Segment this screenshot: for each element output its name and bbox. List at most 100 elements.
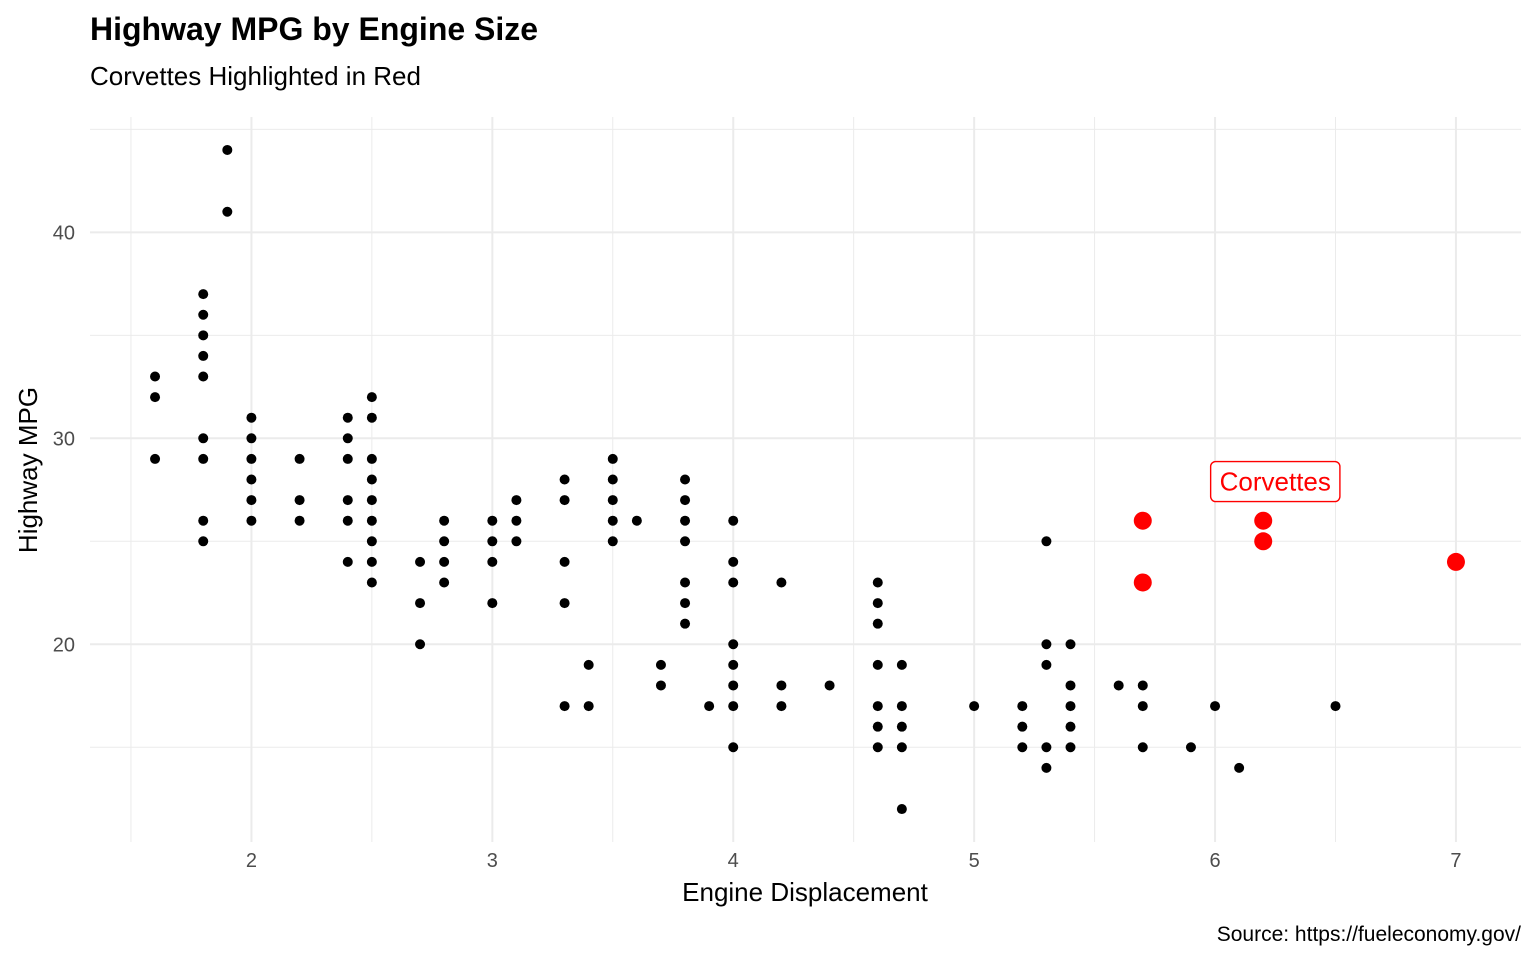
annotation-layer: Corvettes xyxy=(1209,460,1341,503)
data-point xyxy=(198,350,209,361)
x-tick-label: 4 xyxy=(728,850,739,872)
data-point xyxy=(246,412,257,423)
data-point xyxy=(680,474,691,485)
data-point xyxy=(1065,721,1076,732)
data-point xyxy=(1041,742,1052,753)
data-point xyxy=(728,742,739,753)
data-point xyxy=(150,453,161,464)
y-axis-title: Highway MPG xyxy=(13,387,43,553)
x-tick-label: 5 xyxy=(969,850,980,872)
x-tick-label: 6 xyxy=(1209,850,1220,872)
data-point xyxy=(1041,659,1052,670)
data-point xyxy=(1017,742,1028,753)
data-point xyxy=(342,556,353,567)
data-point xyxy=(631,515,642,526)
data-point xyxy=(872,721,883,732)
data-point xyxy=(655,659,666,670)
axis-ticks: 2 3 4 5 6 7 20 30 40 xyxy=(53,222,1462,872)
data-points xyxy=(150,144,1465,815)
chart-title: Highway MPG by Engine Size xyxy=(90,11,538,47)
data-point xyxy=(969,701,980,712)
data-point xyxy=(342,412,353,423)
data-point xyxy=(1137,680,1148,691)
data-point xyxy=(607,515,618,526)
data-point xyxy=(728,556,739,567)
data-point xyxy=(1041,536,1052,547)
source-caption: Source: https://fueleconomy.gov/ xyxy=(1217,923,1521,946)
data-point xyxy=(1017,721,1028,732)
data-point xyxy=(439,536,450,547)
data-point xyxy=(246,474,257,485)
data-point xyxy=(1017,701,1028,712)
data-point xyxy=(150,392,161,403)
data-point xyxy=(872,598,883,609)
data-point xyxy=(1065,680,1076,691)
data-point xyxy=(1113,680,1124,691)
data-point xyxy=(583,659,594,670)
corvette-point xyxy=(1133,573,1152,592)
grid-lines xyxy=(90,117,1521,842)
corvette-point xyxy=(1254,532,1273,551)
data-point xyxy=(680,577,691,588)
data-point xyxy=(366,412,377,423)
data-point xyxy=(294,453,305,464)
data-point xyxy=(198,371,209,382)
data-point xyxy=(198,515,209,526)
data-point xyxy=(1234,762,1245,773)
data-point xyxy=(198,453,209,464)
data-point xyxy=(1137,742,1148,753)
data-point xyxy=(872,577,883,588)
x-tick-label: 2 xyxy=(246,850,257,872)
data-point xyxy=(198,289,209,300)
data-point xyxy=(896,701,907,712)
x-axis-title: Engine Displacement xyxy=(682,877,928,907)
data-point xyxy=(607,495,618,506)
corvette-point xyxy=(1446,552,1465,571)
data-point xyxy=(1210,701,1221,712)
data-point xyxy=(872,618,883,629)
data-point xyxy=(872,659,883,670)
data-point xyxy=(680,598,691,609)
data-point xyxy=(728,701,739,712)
data-point xyxy=(872,701,883,712)
data-point xyxy=(776,701,787,712)
data-point xyxy=(896,659,907,670)
data-point xyxy=(1137,701,1148,712)
data-point xyxy=(655,680,666,691)
data-point xyxy=(487,598,498,609)
y-tick-label: 30 xyxy=(53,428,75,450)
data-point xyxy=(366,453,377,464)
chart-subtitle: Corvettes Highlighted in Red xyxy=(90,61,421,91)
data-point xyxy=(680,536,691,547)
annotation-box xyxy=(1209,460,1341,503)
data-point xyxy=(1065,639,1076,650)
data-point xyxy=(1330,701,1341,712)
data-point xyxy=(198,309,209,320)
data-point xyxy=(1041,762,1052,773)
y-tick-label: 20 xyxy=(53,634,75,656)
data-point xyxy=(342,515,353,526)
data-point xyxy=(366,474,377,485)
data-point xyxy=(439,556,450,567)
data-point xyxy=(198,330,209,341)
data-point xyxy=(342,433,353,444)
data-point xyxy=(728,515,739,526)
corvette-point xyxy=(1254,511,1273,530)
data-point xyxy=(415,556,426,567)
data-point xyxy=(559,495,570,506)
y-tick-label: 40 xyxy=(53,222,75,244)
data-point xyxy=(439,577,450,588)
data-point xyxy=(415,598,426,609)
data-point xyxy=(294,515,305,526)
data-point xyxy=(559,474,570,485)
data-point xyxy=(607,474,618,485)
data-point xyxy=(366,515,377,526)
data-point xyxy=(246,495,257,506)
data-point xyxy=(1065,742,1076,753)
data-point xyxy=(1185,742,1196,753)
data-point xyxy=(728,680,739,691)
data-point xyxy=(776,680,787,691)
data-point xyxy=(342,495,353,506)
x-tick-label: 3 xyxy=(487,850,498,872)
data-point xyxy=(150,371,161,382)
